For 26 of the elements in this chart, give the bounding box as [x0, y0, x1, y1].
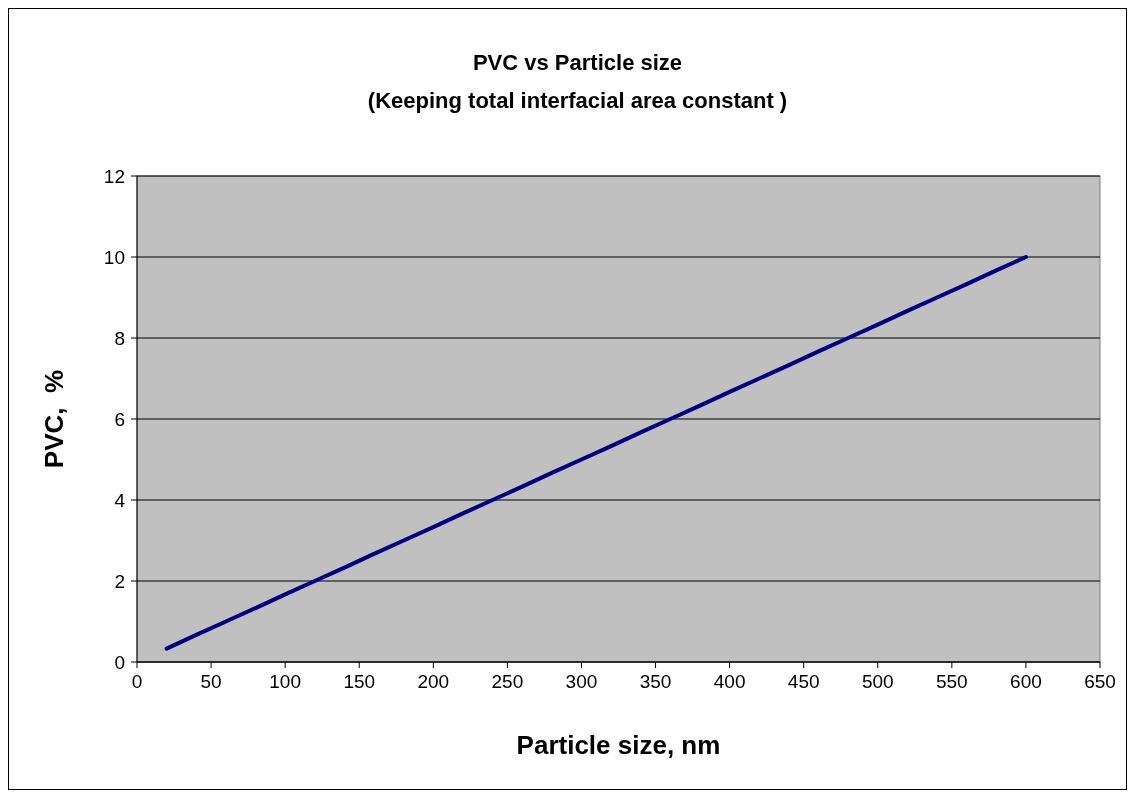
x-tick-label: 300 [565, 671, 598, 692]
chart-subtitle: (Keeping total interfacial area constant ) [367, 88, 788, 113]
line-series [164, 255, 1028, 651]
x-tick-label: 0 [131, 671, 143, 692]
x-tick-label: 50 [200, 671, 222, 692]
x-tick-label: 100 [269, 671, 302, 692]
x-tick-label: 200 [417, 671, 450, 692]
x-tick-label: 400 [713, 671, 746, 692]
x-tick-label: 350 [639, 671, 672, 692]
x-tick-label: 500 [861, 671, 894, 692]
y-tick-label: 0 [114, 652, 125, 673]
x-tick-label: 600 [1010, 671, 1042, 692]
x-tick-label: 250 [491, 671, 524, 692]
chart-title: PVC vs Particle size [472, 50, 683, 75]
y-tick-label: 2 [114, 571, 125, 592]
x-tick-label: 150 [343, 671, 376, 692]
y-tick-label: 4 [114, 490, 126, 511]
y-tick-label: 8 [114, 328, 125, 349]
x-tick-label: 650 [1084, 671, 1116, 692]
x-axis-title: Particle size, nm [516, 730, 721, 760]
x-tick-label: 550 [935, 671, 968, 692]
x-tick-label: 450 [787, 671, 820, 692]
y-tick-label: 6 [114, 409, 125, 430]
y-axis-title: PVC, % [39, 369, 69, 469]
y-tick-label: 12 [103, 166, 125, 187]
y-tick-label: 10 [103, 247, 125, 268]
